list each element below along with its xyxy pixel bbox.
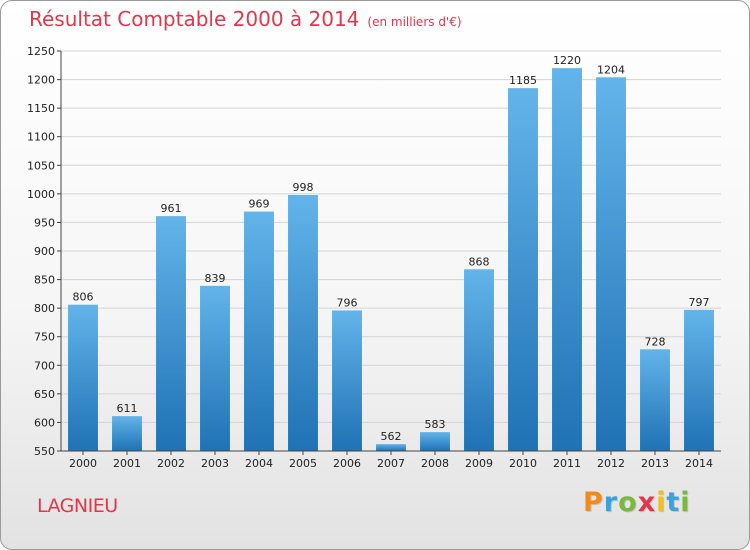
- logo-letter: x: [637, 487, 657, 518]
- y-tick-label: 1050: [27, 159, 55, 172]
- logo-letter: P: [583, 487, 604, 518]
- x-tick-label: 2010: [509, 457, 537, 470]
- bar: [552, 68, 582, 452]
- x-tick-label: 2013: [641, 457, 669, 470]
- data-label: 797: [689, 296, 710, 309]
- data-label: 1185: [509, 74, 537, 87]
- chart-title-text: Résultat Comptable 2000 à 2014: [29, 7, 360, 31]
- data-label: 868: [469, 255, 490, 268]
- bar: [464, 269, 494, 451]
- axis-layer: 550 600 650 700 750 800 850 900 950 1000 1050 1100 1…: [27, 45, 721, 470]
- data-label: 611: [117, 402, 138, 415]
- logo-letter: i: [680, 487, 691, 518]
- data-label: 969: [249, 198, 270, 211]
- x-tick-label: 2002: [157, 457, 185, 470]
- bar: [376, 444, 406, 451]
- x-tick-label: 2014: [685, 457, 713, 470]
- x-tick-label: 2000: [69, 457, 97, 470]
- chart-title: Résultat Comptable 2000 à 2014 (en millie…: [29, 7, 462, 31]
- logo-letter: i: [656, 487, 667, 518]
- logo-letter: r: [603, 487, 619, 518]
- y-tick-label: 650: [34, 388, 55, 401]
- x-tick-label: 2007: [377, 457, 405, 470]
- x-tick-label: 2008: [421, 457, 449, 470]
- x-tick-label: 2012: [597, 457, 625, 470]
- bar: [200, 285, 230, 451]
- bar: [640, 349, 670, 451]
- x-tick-label: 2004: [245, 457, 273, 470]
- y-tick-label: 1200: [27, 74, 55, 87]
- bar: [332, 310, 362, 451]
- y-tick-label: 1150: [27, 102, 55, 115]
- y-tick-label: 600: [34, 416, 55, 429]
- x-tick-label: 2003: [201, 457, 229, 470]
- data-label: 1204: [597, 63, 625, 76]
- y-tick-label: 700: [34, 359, 55, 372]
- bar: [684, 309, 714, 451]
- y-tick-label: 550: [34, 445, 55, 458]
- bar: [156, 216, 186, 451]
- data-label: 961: [161, 202, 182, 215]
- data-label: 728: [645, 335, 666, 348]
- y-tick-label: 750: [34, 331, 55, 344]
- data-label: 1220: [553, 54, 581, 67]
- logo-letter: t: [666, 487, 681, 518]
- x-tick-label: 2009: [465, 457, 493, 470]
- data-label: 796: [337, 296, 358, 309]
- data-label: 806: [73, 291, 94, 304]
- data-label: 562: [381, 430, 402, 443]
- bar: [508, 88, 538, 452]
- bar: [288, 195, 318, 451]
- bar: [112, 416, 142, 451]
- bar: [244, 211, 274, 451]
- x-tick-label: 2006: [333, 457, 361, 470]
- data-label: 583: [425, 418, 446, 431]
- x-tick-label: 2011: [553, 457, 581, 470]
- bar: [68, 304, 98, 451]
- chart-subtitle: (en milliers d'€): [367, 15, 462, 29]
- y-tick-label: 950: [34, 216, 55, 229]
- x-tick-label: 2001: [113, 457, 141, 470]
- y-tick-label: 1000: [27, 188, 55, 201]
- data-label: 998: [293, 181, 314, 194]
- y-tick-label: 900: [34, 245, 55, 258]
- bar: [596, 77, 626, 452]
- proxiti-logo: Proxiti: [583, 487, 691, 518]
- x-tick-label: 2005: [289, 457, 317, 470]
- y-tick-label: 1100: [27, 131, 55, 144]
- commune-name: LAGNIEU: [37, 495, 118, 517]
- data-label: 839: [205, 272, 226, 285]
- y-tick-label: 800: [34, 302, 55, 315]
- y-tick-label: 1250: [27, 45, 55, 58]
- y-tick-label: 850: [34, 274, 55, 287]
- logo-letter: o: [618, 487, 638, 518]
- bar-layer: 806 611 961 839 969 998 796 562 583 868 1185 1220 12…: [68, 54, 714, 452]
- bar: [420, 432, 450, 451]
